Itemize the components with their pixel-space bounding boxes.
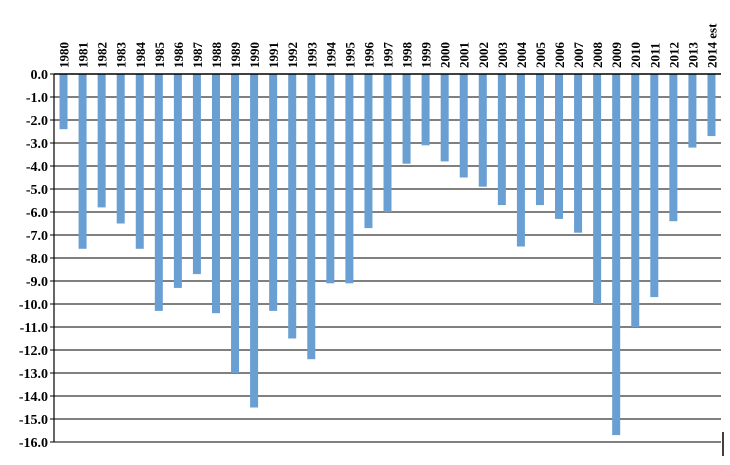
- y-tick-label: -16.0: [19, 436, 48, 451]
- x-tick-label: 2003: [495, 42, 510, 69]
- bar-2014-est: [707, 74, 716, 137]
- bar-1986: [173, 74, 182, 288]
- bar-1991: [269, 74, 278, 311]
- bar-1996: [364, 74, 373, 229]
- x-tick-label: 1989: [228, 42, 243, 69]
- x-tick-label: 2013: [685, 42, 700, 69]
- bar-1993: [307, 74, 316, 360]
- bar-1985: [154, 74, 163, 311]
- x-tick-label: 1993: [304, 42, 319, 69]
- y-tick-label: -1.0: [26, 91, 48, 106]
- y-tick-label: -10.0: [19, 298, 48, 313]
- bar-1987: [192, 74, 201, 275]
- x-tick-label: 2001: [457, 42, 472, 68]
- bar-2000: [440, 74, 449, 162]
- x-tick-label: 1999: [419, 42, 434, 69]
- y-tick-labels: 0.0 -1.0 -2.0 -3.0 -4.0 -5.0 -6.0 -7.0 -8.0 -9.0 -…: [19, 68, 48, 451]
- bar-1994: [326, 74, 335, 284]
- x-tick-label: 2008: [590, 42, 605, 69]
- x-tick-label: 1983: [114, 42, 129, 69]
- x-tick-label: 1994: [323, 42, 338, 69]
- bar-1992: [288, 74, 297, 339]
- bar-1983: [116, 74, 125, 224]
- x-tick-label: 1982: [95, 42, 110, 68]
- bar-2010: [631, 74, 640, 327]
- x-tick-label: 1986: [171, 42, 186, 69]
- bar-2007: [574, 74, 583, 233]
- x-tick-label: 2014 est: [704, 23, 719, 68]
- x-tick-label: 1984: [133, 42, 148, 69]
- x-tick-label: 2007: [571, 42, 586, 69]
- x-tick-label: 2006: [552, 42, 567, 69]
- y-tick-label: -9.0: [26, 275, 48, 290]
- y-tick-label: -8.0: [26, 252, 48, 267]
- y-tick-label: -3.0: [26, 137, 48, 152]
- bar-1988: [211, 74, 220, 314]
- bar-1990: [250, 74, 259, 408]
- bar-1995: [345, 74, 354, 284]
- x-tick-label: 1988: [209, 42, 224, 69]
- y-tick-label: -5.0: [26, 183, 48, 198]
- y-tick-label: -11.0: [20, 321, 48, 336]
- bar-1998: [402, 74, 411, 164]
- x-tick-label: 2000: [438, 42, 453, 68]
- bar-2013: [688, 74, 697, 148]
- x-tick-label: 2009: [609, 42, 624, 69]
- y-tick-label: 0.0: [31, 68, 49, 83]
- x-tick-label: 2002: [476, 42, 491, 68]
- bar-1981: [78, 74, 87, 249]
- bar-1997: [383, 74, 392, 212]
- x-tick-label: 1995: [342, 42, 357, 69]
- y-tick-label: -15.0: [19, 413, 48, 428]
- bar-2003: [497, 74, 506, 206]
- bar-2002: [478, 74, 487, 187]
- axes: [50, 73, 724, 456]
- x-tick-label: 1996: [361, 42, 376, 69]
- y-tick-label: -2.0: [26, 114, 48, 129]
- x-tick-label: 2004: [514, 42, 529, 69]
- x-tick-label: 1992: [285, 42, 300, 68]
- x-tick-label: 2010: [628, 42, 643, 68]
- bar-2012: [669, 74, 678, 222]
- x-tick-label: 1998: [400, 42, 415, 69]
- x-tick-label: 1987: [190, 42, 205, 69]
- x-tick-label: 2005: [533, 42, 548, 69]
- x-tick-label: 1990: [247, 42, 262, 68]
- bar-2005: [535, 74, 544, 206]
- bar-2011: [650, 74, 659, 298]
- bar-2006: [555, 74, 564, 219]
- y-tick-label: -6.0: [26, 206, 48, 221]
- x-tick-label: 2012: [666, 42, 681, 68]
- y-tick-label: -13.0: [19, 367, 48, 382]
- x-tick-label: 1991: [266, 42, 281, 68]
- bar-2004: [516, 74, 525, 247]
- x-tick-labels: 1980 1981 1982 1983 1984 1985 1986 1987 1988 1989…: [57, 23, 720, 68]
- bar-1999: [421, 74, 430, 146]
- bars: [59, 74, 716, 436]
- bar-1980: [59, 74, 68, 130]
- y-tick-label: -14.0: [19, 390, 48, 405]
- bar-1982: [97, 74, 106, 208]
- x-tick-label: 1985: [152, 42, 167, 69]
- y-tick-label: -7.0: [26, 229, 48, 244]
- bar-2009: [612, 74, 621, 436]
- x-tick-label: 1981: [76, 42, 91, 68]
- x-tick-label: 2011: [647, 43, 662, 68]
- bar-2008: [593, 74, 602, 304]
- bar-1984: [135, 74, 144, 249]
- x-tick-label: 1980: [57, 42, 72, 68]
- bar-2001: [459, 74, 468, 178]
- y-tick-label: -12.0: [19, 344, 48, 359]
- x-tick-label: 1997: [381, 42, 396, 69]
- bar-1989: [231, 74, 240, 373]
- y-tick-label: -4.0: [26, 160, 48, 175]
